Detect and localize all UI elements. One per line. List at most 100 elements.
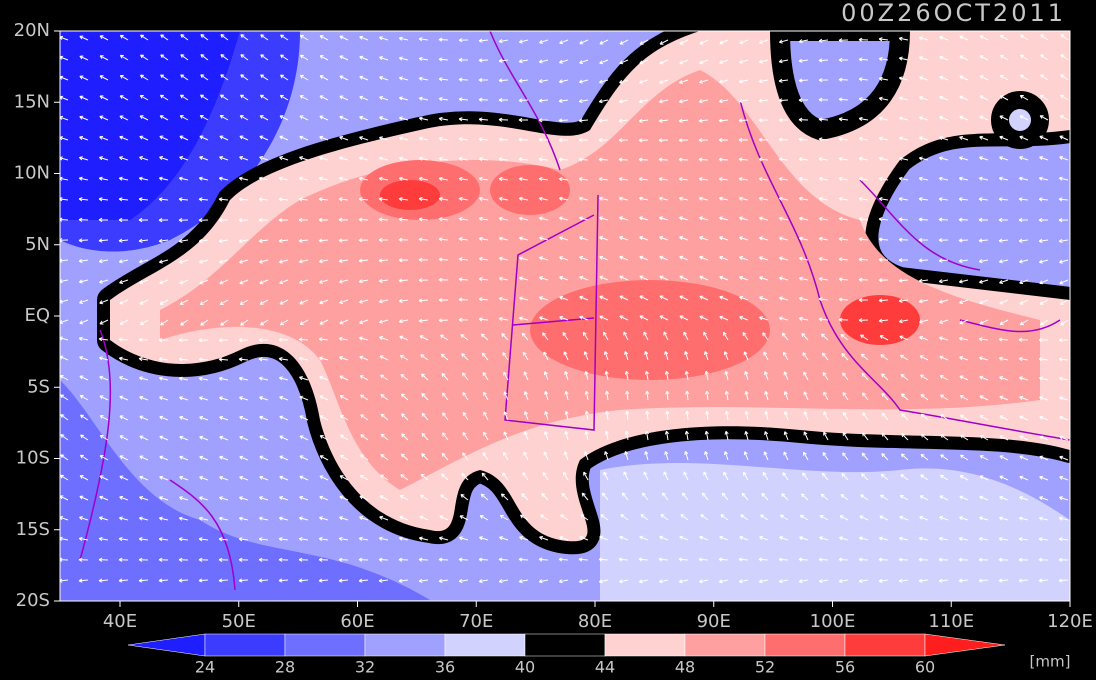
wind-arrow [1060,54,1069,61]
wind-arrow [279,279,289,285]
wind-arrow [758,557,769,562]
wind-arrow [1019,74,1029,81]
wind-arrow [518,256,529,261]
wind-arrow [439,334,449,341]
wind-arrow [220,74,229,81]
wind-arrow [664,430,670,441]
wind-arrow [979,395,989,401]
wind-arrow [460,493,469,501]
wind-arrow [99,279,109,284]
wind-arrow [378,536,389,541]
wind-arrow [838,297,849,302]
wind-arrow [179,396,189,401]
wind-arrow [1018,259,1029,264]
wind-arrow [579,236,589,241]
wind-arrow [523,451,529,461]
wind-arrow [939,115,949,121]
wind-arrow [378,156,389,161]
wind-arrow [880,373,889,381]
wind-arrow [79,135,89,141]
wind-arrow [421,392,429,401]
wind-arrow [418,176,429,181]
wind-arrow [478,578,489,584]
wind-arrow [764,431,769,441]
wind-arrow [500,493,509,501]
wind-arrow [703,331,709,341]
colorbar-label: 52 [755,658,775,677]
wind-arrow [99,55,109,61]
wind-arrow [278,516,289,521]
wind-arrow [462,392,469,401]
wind-arrow [564,390,569,401]
wind-arrow [498,579,509,584]
wind-arrow [319,395,329,401]
wind-arrow [900,393,909,401]
wind-arrow [119,495,129,501]
wind-arrow [418,557,429,562]
wind-arrow [139,319,149,326]
wind-arrow [901,413,909,421]
wind-arrow [218,197,229,202]
wind-arrow [339,356,349,361]
wind-arrow [159,435,169,441]
wind-arrow [959,355,969,361]
wind-arrow [79,414,89,421]
wind-arrow [518,59,529,64]
wind-arrow [758,98,769,103]
wind-arrow [79,495,89,501]
wind-arrow [1040,34,1049,41]
wind-arrow [99,434,109,441]
lat-label: 20N [14,20,50,41]
wind-arrow [683,331,689,341]
lon-label: 100E [810,611,856,632]
wind-arrow [339,75,349,81]
wind-arrow [1018,217,1029,223]
wind-arrow [160,54,169,61]
wind-arrow [783,391,789,401]
wind-arrow [878,298,889,303]
wind-arrow [421,412,429,421]
colorbar-box [284,633,366,657]
wind-arrow [159,279,169,285]
wind-arrow [878,176,889,181]
wind-arrow [79,475,89,481]
wind-arrow [898,237,909,242]
lon-label: 110E [928,611,974,632]
wind-arrow [518,157,529,162]
wind-arrow [822,452,829,461]
wind-arrow [778,176,789,182]
wind-arrow [421,453,429,461]
wind-arrow [438,578,449,584]
wind-arrow [98,557,109,562]
wind-arrow [761,492,769,501]
wind-arrow [319,435,329,441]
wind-arrow [138,217,149,223]
wind-arrow [1058,238,1069,244]
wind-arrow [604,370,609,381]
wind-arrow [679,315,689,321]
wind-arrow [700,514,709,521]
wind-arrow [199,496,209,501]
wind-arrow [79,299,89,304]
wind-arrow [958,578,969,583]
wind-arrow [139,74,149,81]
wind-arrow [898,96,909,101]
wind-arrow [858,217,869,222]
wind-arrow [842,411,849,421]
wind-arrow [858,318,869,323]
colorbar-label: 60 [915,658,935,677]
wind-arrow [698,138,709,143]
wind-arrow [480,493,489,501]
wind-arrow [478,58,489,63]
wind-arrow [959,55,969,61]
wind-arrow [138,376,149,381]
wind-arrow [159,396,169,401]
wind-arrow [838,216,849,222]
wind-arrow [979,75,989,81]
wind-arrow [598,99,609,104]
wind-arrow [359,355,369,361]
wind-arrow [538,176,549,182]
wind-arrow [478,236,489,242]
wind-arrow [979,516,989,521]
lat-label: EQ [24,305,50,326]
